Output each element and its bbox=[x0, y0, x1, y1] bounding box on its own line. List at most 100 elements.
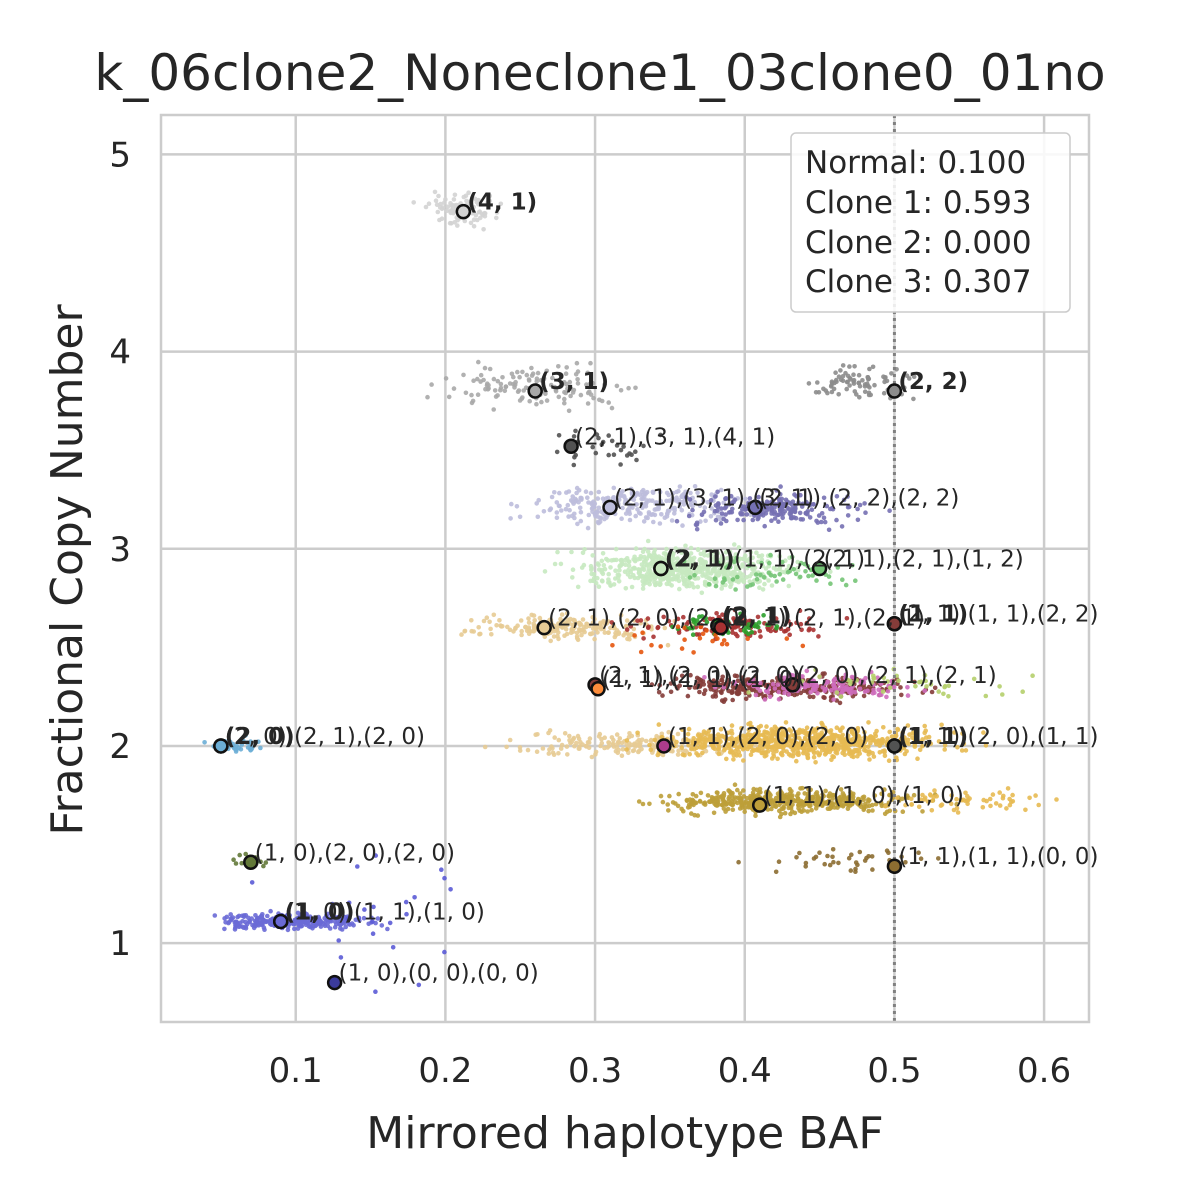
data-point bbox=[228, 912, 233, 917]
data-point bbox=[611, 495, 616, 500]
data-point bbox=[688, 502, 693, 508]
data-point bbox=[821, 495, 827, 501]
data-point bbox=[570, 494, 575, 499]
data-point bbox=[697, 636, 703, 641]
data-point bbox=[554, 500, 560, 505]
data-point bbox=[724, 556, 730, 561]
data-point bbox=[1010, 792, 1015, 798]
data-point bbox=[556, 737, 562, 743]
data-point bbox=[757, 688, 763, 694]
data-point bbox=[727, 750, 733, 755]
data-point bbox=[822, 752, 828, 757]
data-point bbox=[589, 567, 594, 572]
data-point bbox=[253, 913, 258, 918]
data-point bbox=[518, 618, 524, 623]
data-point bbox=[800, 674, 805, 679]
data-point bbox=[641, 559, 647, 565]
data-point bbox=[567, 379, 573, 385]
data-point bbox=[702, 549, 707, 554]
data-point bbox=[836, 374, 842, 380]
data-point bbox=[618, 612, 624, 618]
data-point bbox=[678, 565, 683, 570]
data-point bbox=[446, 394, 452, 400]
data-point bbox=[780, 502, 786, 508]
data-point bbox=[336, 938, 342, 943]
data-point bbox=[792, 692, 797, 698]
data-point bbox=[871, 673, 876, 679]
data-point bbox=[722, 570, 728, 575]
data-point bbox=[624, 556, 630, 561]
data-point bbox=[869, 854, 875, 859]
data-point bbox=[590, 626, 596, 631]
data-point bbox=[689, 557, 694, 562]
data-point bbox=[676, 791, 681, 797]
data-point bbox=[498, 381, 504, 387]
data-point bbox=[728, 570, 734, 576]
data-point bbox=[869, 680, 875, 685]
data-point bbox=[715, 560, 721, 565]
data-point bbox=[692, 685, 698, 690]
data-point bbox=[857, 502, 863, 508]
data-point bbox=[870, 364, 876, 370]
data-point bbox=[606, 400, 611, 405]
data-point bbox=[515, 389, 521, 395]
data-point bbox=[688, 490, 693, 496]
data-point bbox=[548, 638, 553, 644]
data-point bbox=[511, 381, 516, 387]
data-point bbox=[898, 685, 903, 690]
data-point bbox=[726, 576, 732, 582]
data-point bbox=[776, 519, 781, 524]
data-point bbox=[634, 492, 639, 497]
data-point bbox=[855, 506, 860, 512]
data-point bbox=[891, 684, 897, 690]
data-point bbox=[590, 631, 595, 636]
data-point bbox=[822, 861, 827, 867]
data-point bbox=[593, 450, 599, 456]
data-point bbox=[704, 619, 710, 625]
data-point bbox=[762, 523, 767, 529]
data-point bbox=[700, 631, 706, 637]
data-point bbox=[804, 752, 810, 757]
data-point bbox=[1030, 673, 1035, 678]
data-point bbox=[866, 808, 871, 814]
data-point bbox=[596, 584, 602, 589]
data-point bbox=[563, 390, 568, 396]
data-point bbox=[864, 855, 869, 861]
data-point bbox=[702, 572, 708, 577]
data-point bbox=[629, 733, 635, 739]
data-point bbox=[743, 556, 748, 562]
data-point bbox=[466, 190, 471, 195]
data-point bbox=[682, 637, 687, 642]
data-point bbox=[583, 489, 589, 495]
data-point bbox=[565, 386, 570, 392]
legend-entry-clone-2: Clone 2: 0.000 bbox=[805, 225, 1032, 261]
data-point bbox=[596, 435, 601, 441]
data-point bbox=[805, 809, 810, 814]
data-point bbox=[338, 955, 344, 960]
data-point bbox=[813, 667, 818, 672]
data-point bbox=[590, 620, 596, 625]
data-point bbox=[772, 516, 778, 521]
data-point bbox=[677, 586, 682, 592]
data-point bbox=[851, 372, 856, 378]
center-annotation: (1, 1),(1, 1),(0, 0) bbox=[898, 844, 1098, 870]
data-point bbox=[840, 374, 846, 379]
data-point bbox=[617, 736, 623, 741]
data-point bbox=[784, 636, 790, 641]
center-annotation: (1, 1),(2, 0),(1, 1) bbox=[898, 724, 1098, 750]
data-point bbox=[459, 632, 464, 637]
data-point bbox=[553, 387, 559, 393]
data-point bbox=[793, 571, 799, 577]
data-point bbox=[737, 795, 742, 800]
data-point bbox=[767, 622, 772, 628]
data-point bbox=[564, 365, 569, 370]
y-tick-label: 4 bbox=[109, 333, 131, 373]
data-point bbox=[832, 676, 838, 682]
data-point bbox=[774, 579, 779, 584]
data-point bbox=[747, 579, 752, 584]
data-point bbox=[831, 386, 837, 392]
data-point bbox=[724, 641, 730, 647]
data-point bbox=[575, 521, 580, 527]
data-point bbox=[635, 618, 640, 623]
data-point bbox=[645, 576, 650, 581]
